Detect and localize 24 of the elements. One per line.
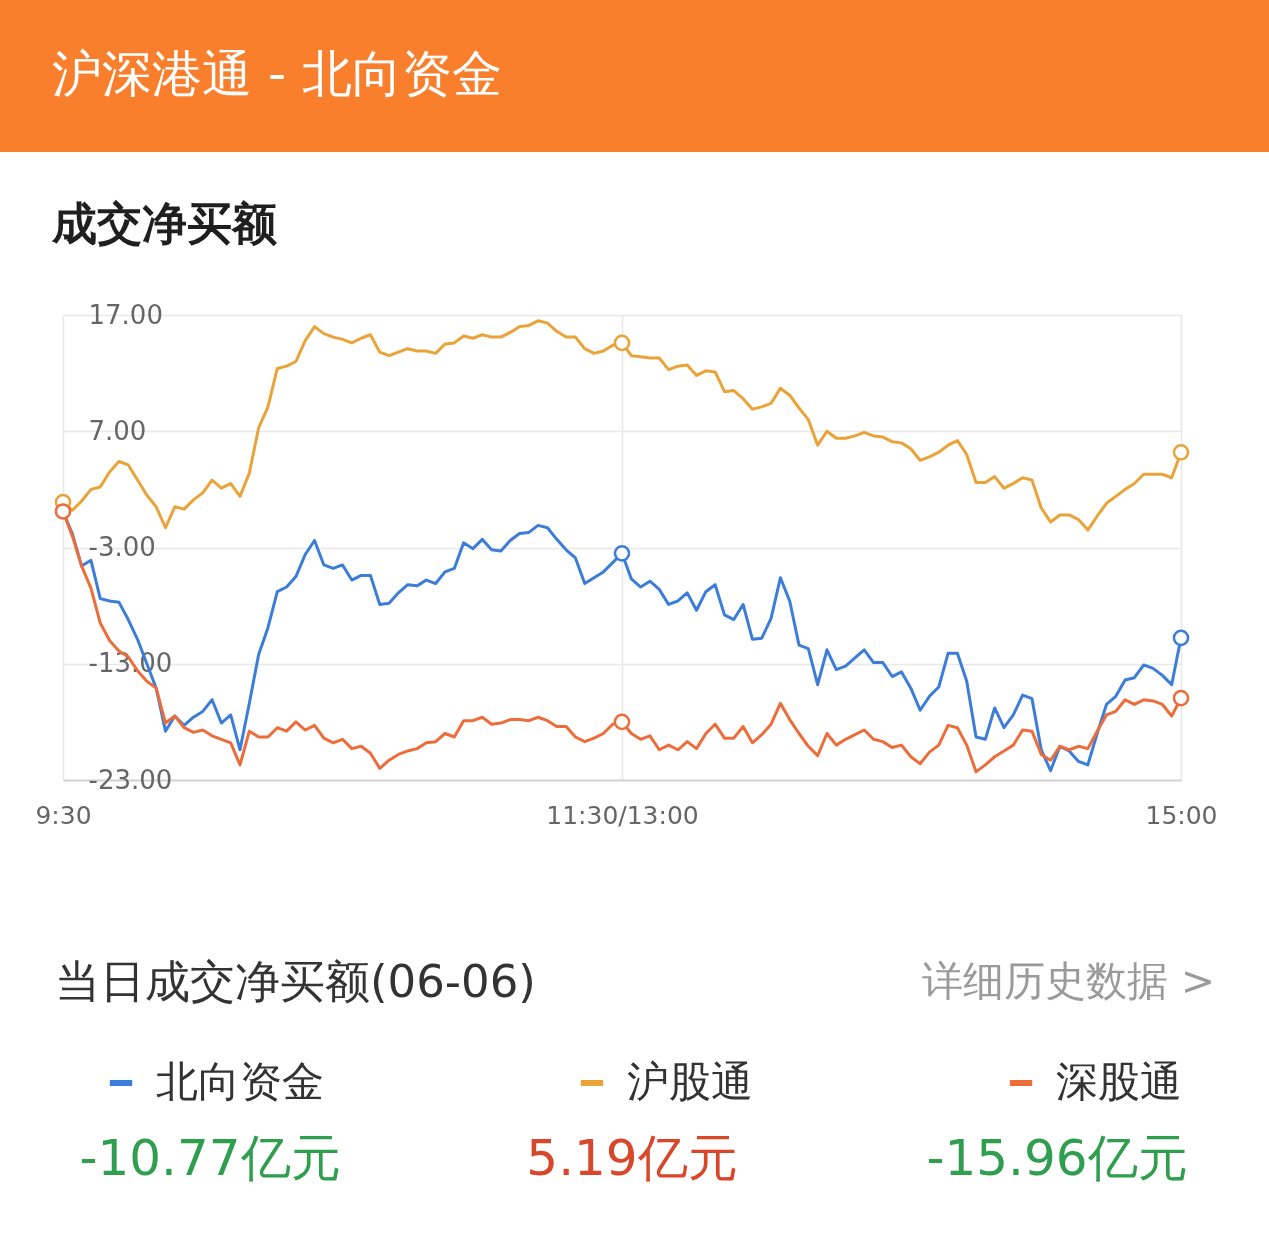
point [1172, 689, 1190, 707]
legend-label: 深股通 [1056, 1057, 1182, 1106]
point [54, 503, 72, 520]
y-tick-label: -23.00 [88, 764, 173, 795]
chart-subtitle: 成交净买额 [51, 197, 277, 250]
point [613, 545, 631, 562]
x-tick-label: 11:30/13:00 [546, 800, 699, 830]
text: -15.96亿元 [926, 1129, 1188, 1187]
legend-label: 北向资金 [156, 1057, 324, 1106]
point [1172, 629, 1190, 647]
text: 当日成交净买额(06-06) [55, 955, 536, 1008]
legend-label: 沪股通 [627, 1057, 753, 1106]
x-tick-label: 15:00 [1145, 800, 1218, 830]
point [613, 334, 631, 352]
point [1172, 443, 1190, 461]
y-tick-label: -3.00 [88, 532, 156, 562]
point [613, 713, 631, 731]
text: 5.19亿元 [526, 1129, 738, 1187]
text: -10.77亿元 [79, 1129, 341, 1187]
y-tick-label: 7.00 [88, 415, 147, 446]
chart-title: 沪深港通 - 北向资金 [52, 45, 502, 103]
text: 详细历史数据 > [921, 957, 1215, 1005]
y-tick-label: 17.00 [88, 299, 163, 330]
x-tick-label: 9:30 [35, 800, 92, 830]
